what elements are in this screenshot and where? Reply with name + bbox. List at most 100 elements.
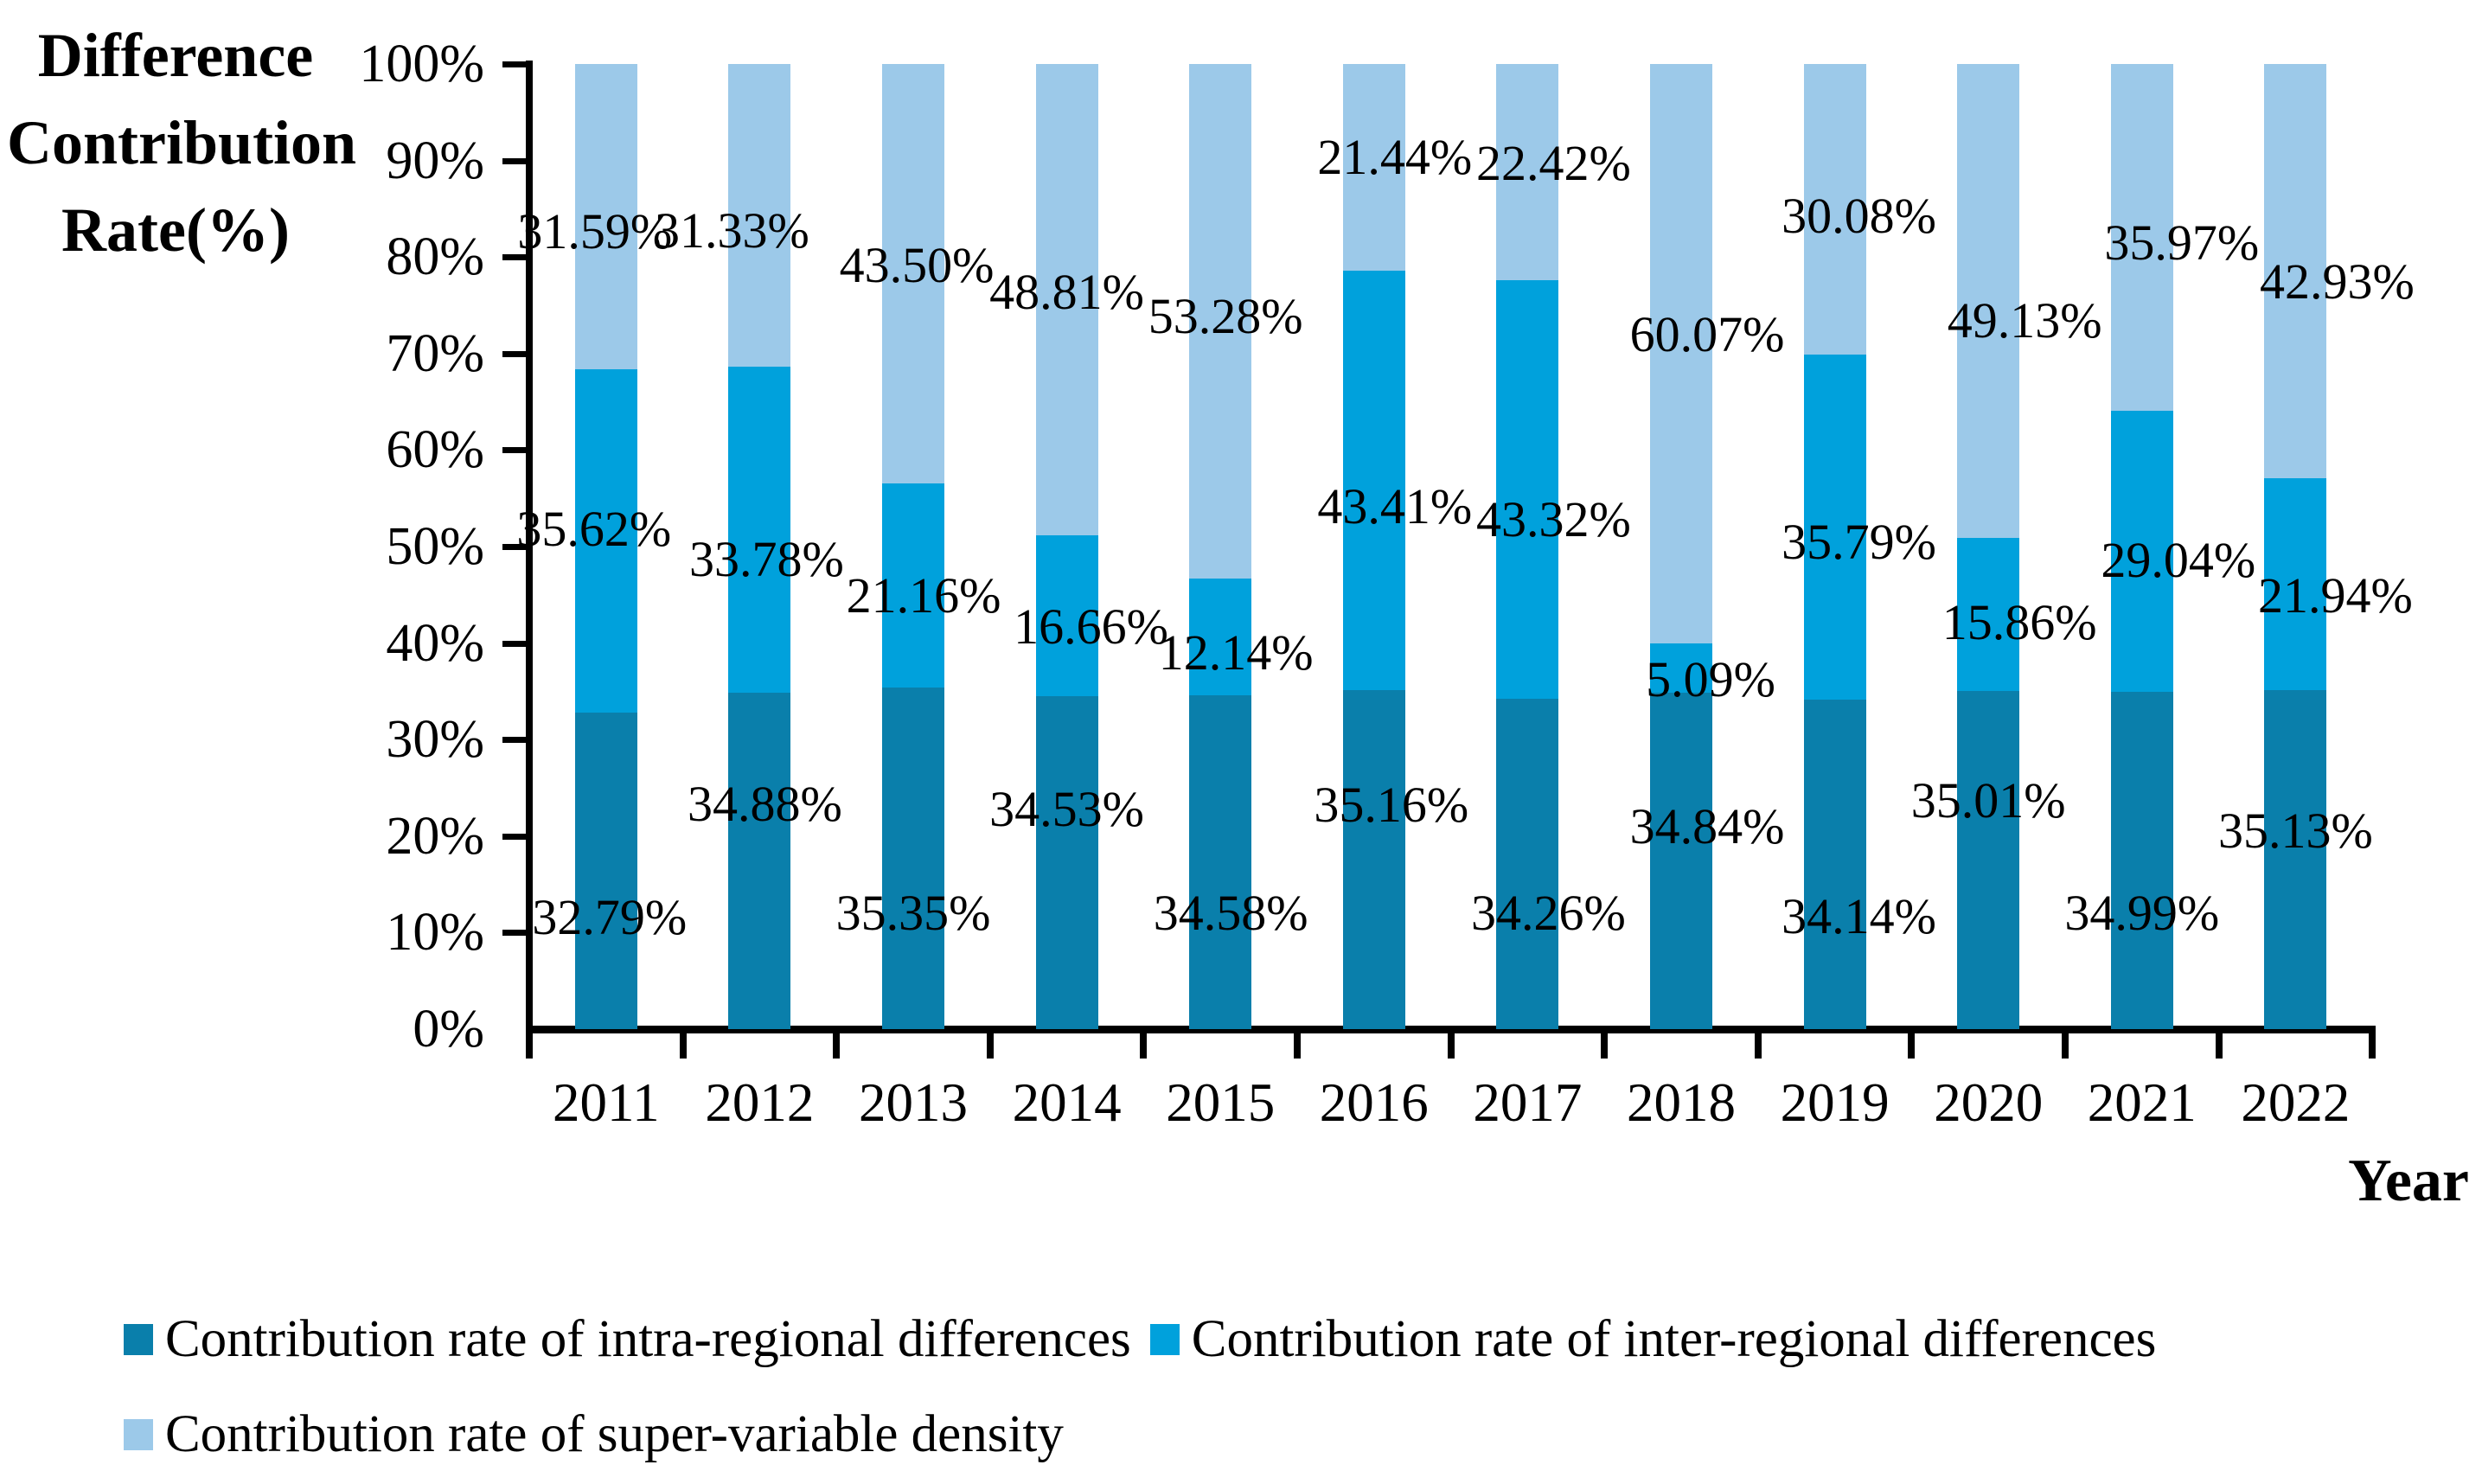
x-category-label-2015: 2015	[1166, 1072, 1276, 1133]
x-tick-mark	[1601, 1033, 1609, 1059]
bar-segment-2012-series-0	[728, 692, 791, 1029]
y-tick-label-100pct: 100%	[359, 35, 484, 93]
y-tick-label-0pct: 0%	[413, 1000, 484, 1059]
bar-segment-2021-series-2	[2110, 64, 2173, 412]
bar-segment-2016-series-2	[1342, 63, 1405, 272]
y-axis-title-line-2: Contribution	[7, 108, 357, 177]
legend-label: Contribution rate of inter-regional diff…	[1191, 1310, 2157, 1368]
x-category-label-2012: 2012	[705, 1072, 815, 1133]
x-tick-mark	[526, 1033, 533, 1059]
data-label-2018-series-1: 5.09%	[1646, 650, 1775, 707]
bar-segment-2012-series-2	[728, 64, 791, 367]
bar-segment-2022-series-0	[2264, 689, 2327, 1029]
y-axis-title-line-1: Difference	[37, 21, 314, 90]
bar-segment-2013-series-2	[882, 63, 944, 484]
y-tick-label-40pct: 40%	[386, 613, 484, 673]
data-label-2015-series-1: 12.14%	[1158, 624, 1314, 681]
data-label-2012-series-2: 31.33%	[654, 201, 809, 259]
data-label-2013-series-2: 43.50%	[839, 236, 995, 293]
data-label-2013-series-0: 35.35%	[835, 884, 991, 941]
data-label-2017-series-0: 34.26%	[1470, 884, 1626, 941]
data-label-2019-series-1: 35.79%	[1782, 514, 1937, 571]
bar-segment-2022-series-2	[2264, 64, 2327, 479]
data-label-2017-series-1: 43.32%	[1475, 490, 1631, 547]
x-category-label-2019: 2019	[1780, 1072, 1890, 1133]
legend-swatch-icon	[1149, 1324, 1180, 1355]
y-tick-label-30pct: 30%	[386, 710, 484, 770]
bar-segment-2011-series-2	[574, 64, 637, 369]
bar-segment-2017-series-1	[1496, 280, 1559, 699]
data-label-2011-series-2: 31.59%	[517, 203, 673, 260]
y-axis-line	[526, 61, 533, 1055]
data-label-2016-series-2: 21.44%	[1317, 128, 1473, 185]
data-label-2014-series-1: 16.66%	[1014, 598, 1169, 655]
data-label-2015-series-2: 53.28%	[1148, 288, 1303, 345]
data-label-2021-series-2: 35.97%	[2104, 214, 2260, 271]
data-label-2018-series-0: 34.84%	[1629, 797, 1785, 854]
y-tick-label-60pct: 60%	[386, 420, 484, 480]
x-category-label-2013: 2013	[858, 1072, 968, 1133]
bar-segment-2016-series-0	[1342, 689, 1405, 1029]
x-category-label-2014: 2014	[1012, 1072, 1122, 1133]
bar-segment-2014-series-0	[1035, 695, 1098, 1029]
data-label-2021-series-1: 29.04%	[2101, 532, 2256, 589]
x-tick-mark	[679, 1033, 687, 1059]
data-label-2012-series-1: 33.78%	[688, 531, 844, 588]
data-label-2020-series-0: 35.01%	[1910, 771, 2066, 828]
y-tick-mark	[502, 447, 526, 454]
y-tick-mark	[502, 544, 526, 550]
x-tick-mark	[1908, 1033, 1916, 1059]
y-tick-mark	[502, 350, 526, 357]
bar-segment-2020-series-2	[1957, 64, 2020, 539]
data-label-2022-series-1: 21.94%	[2257, 566, 2413, 624]
bar-segment-2011-series-1	[574, 368, 637, 713]
bar-segment-2021-series-0	[2110, 691, 2173, 1029]
data-label-2022-series-0: 35.13%	[2217, 802, 2373, 859]
x-category-label-2021: 2021	[2087, 1072, 2197, 1133]
data-label-2021-series-0: 34.99%	[2064, 884, 2220, 941]
data-label-2016-series-1: 43.41%	[1317, 478, 1473, 535]
y-tick-label-70pct: 70%	[386, 323, 484, 383]
bar-segment-2017-series-0	[1496, 698, 1559, 1029]
bar-segment-2018-series-1	[1650, 643, 1712, 694]
x-tick-mark	[2062, 1033, 2069, 1059]
x-tick-mark	[1754, 1033, 1762, 1059]
bar-segment-2013-series-0	[882, 688, 944, 1029]
bar-segment-2019-series-1	[1803, 354, 1866, 700]
bar-segment-2016-series-1	[1342, 271, 1405, 690]
y-axis-title: Difference Contribution Rate(%)	[7, 12, 357, 274]
bar-segment-2018-series-2	[1650, 64, 1712, 644]
bar-segment-2014-series-1	[1035, 534, 1098, 696]
bar-segment-2020-series-0	[1957, 691, 2020, 1029]
y-tick-mark	[502, 737, 526, 744]
data-label-2015-series-0: 34.58%	[1153, 885, 1308, 942]
x-axis-line	[526, 1026, 2376, 1033]
legend-item-2-0: Contribution rate of super-variable dens…	[124, 1403, 1064, 1467]
y-tick-label-90pct: 90%	[386, 131, 484, 190]
data-label-2017-series-2: 22.42%	[1475, 135, 1631, 192]
bar-segment-2020-series-1	[1957, 538, 2020, 692]
x-category-label-2017: 2017	[1473, 1072, 1583, 1133]
x-tick-mark	[2215, 1033, 2223, 1059]
y-tick-mark	[502, 640, 526, 647]
legend-swatch-icon	[124, 1419, 153, 1450]
x-tick-mark	[2369, 1033, 2376, 1059]
y-tick-label-50pct: 50%	[386, 517, 484, 576]
data-label-2019-series-2: 30.08%	[1782, 187, 1937, 244]
data-label-2020-series-1: 15.86%	[1941, 593, 2097, 650]
bar-segment-2019-series-0	[1803, 699, 1866, 1029]
bar-segment-2015-series-1	[1189, 578, 1252, 696]
legend-label: Contribution rate of intra-regional diff…	[165, 1310, 1131, 1368]
y-tick-mark	[502, 930, 526, 937]
data-label-2018-series-2: 60.07%	[1629, 306, 1785, 363]
bar-segment-2012-series-1	[728, 366, 791, 693]
bar-segment-2011-series-0	[574, 713, 637, 1029]
legend-label: Contribution rate of super-variable dens…	[165, 1405, 1064, 1463]
bar-segment-2022-series-1	[2264, 478, 2327, 690]
x-axis-title: Year	[2348, 1148, 2469, 1214]
y-tick-mark	[502, 157, 526, 164]
bar-segment-2013-series-1	[882, 483, 944, 688]
legend-row-1: Contribution rate of intra-regional diff…	[124, 1308, 2175, 1372]
bar-segment-2019-series-2	[1803, 63, 1866, 355]
